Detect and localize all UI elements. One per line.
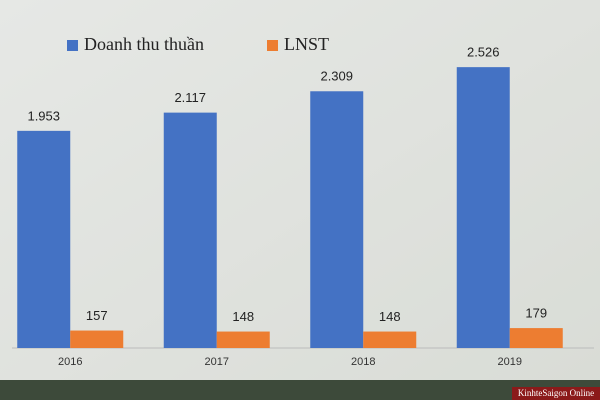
bar (363, 331, 417, 348)
bar (216, 331, 270, 348)
x-tick-label: 2019 (498, 356, 522, 368)
bar (509, 328, 563, 348)
bar (163, 112, 217, 348)
data-label: 2.309 (320, 69, 353, 84)
x-tick-label: 2017 (205, 356, 229, 368)
watermark-box (512, 387, 600, 400)
overlay (0, 0, 600, 380)
data-label: 1.953 (27, 108, 60, 123)
legend-swatch (267, 40, 278, 51)
data-label: 2.526 (467, 45, 500, 60)
data-label: 2.117 (174, 90, 206, 105)
data-label: 179 (525, 306, 547, 321)
legend-label: LNST (284, 34, 329, 54)
watermark: KinhteSaigon Online (518, 388, 594, 398)
x-tick-label: 2016 (58, 356, 82, 368)
x-tick-label: 2018 (351, 356, 375, 368)
data-label: 148 (232, 309, 254, 324)
bar (17, 130, 71, 348)
legend-swatch (67, 40, 78, 51)
bottom-strip (0, 380, 600, 400)
bar (70, 330, 124, 348)
data-label: 148 (379, 309, 401, 324)
bar (456, 67, 510, 348)
legend-label: Doanh thu thuần (84, 34, 204, 54)
bar (310, 91, 364, 348)
data-label: 157 (86, 308, 108, 323)
